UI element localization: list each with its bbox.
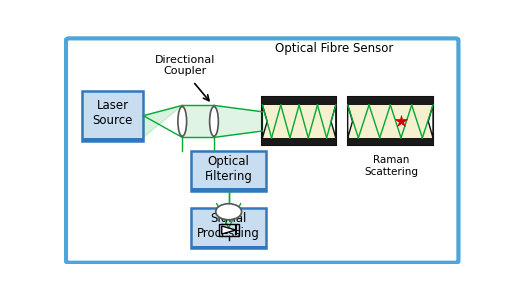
Text: Laser
Source: Laser Source [93, 99, 133, 127]
Polygon shape [222, 226, 236, 234]
Ellipse shape [209, 107, 218, 136]
Bar [262, 97, 336, 105]
Text: Raman
Scattering: Raman Scattering [365, 155, 418, 177]
Bar [219, 224, 239, 236]
Polygon shape [182, 105, 214, 138]
Ellipse shape [178, 107, 186, 136]
Polygon shape [348, 105, 352, 138]
Text: Signal
Processing: Signal Processing [197, 212, 260, 240]
Polygon shape [262, 105, 267, 138]
Bar [191, 188, 266, 191]
Bar [348, 97, 433, 105]
Polygon shape [428, 105, 433, 138]
Bar [262, 97, 336, 146]
Bar [191, 246, 266, 248]
Bar [191, 208, 266, 248]
Text: Optical
Filtering: Optical Filtering [205, 155, 252, 183]
Ellipse shape [216, 204, 242, 220]
Bar [82, 91, 143, 141]
Polygon shape [331, 105, 336, 138]
Text: Directional
Coupler: Directional Coupler [155, 55, 215, 76]
Bar [191, 151, 266, 191]
Bar [348, 97, 433, 146]
Bar [82, 138, 143, 141]
Text: Optical Fibre Sensor: Optical Fibre Sensor [274, 42, 393, 55]
Bar [262, 138, 336, 146]
Polygon shape [214, 105, 262, 138]
Polygon shape [143, 105, 182, 138]
Bar [348, 138, 433, 146]
FancyBboxPatch shape [66, 38, 458, 263]
